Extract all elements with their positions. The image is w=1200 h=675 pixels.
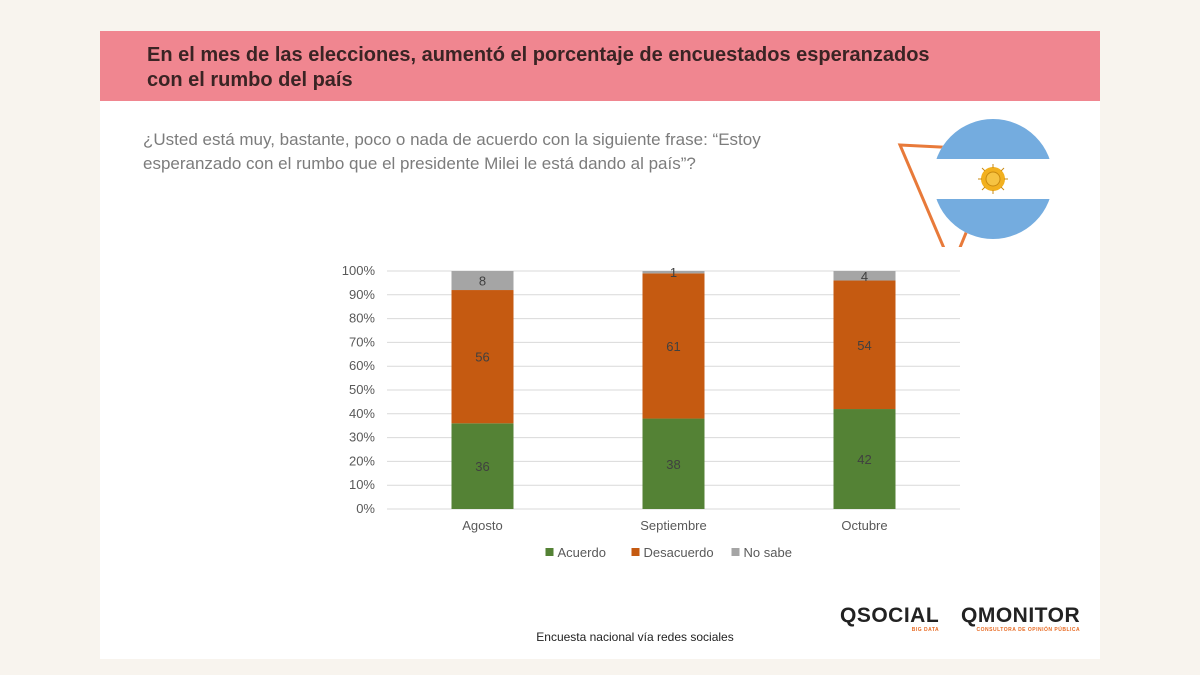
qmonitor-logo-subtitle: CONSULTORA DE OPINIÓN PÚBLICA [976, 627, 1081, 633]
bar-no-sabe [833, 271, 896, 281]
data-label: 1 [670, 265, 677, 280]
legend-swatch [731, 548, 740, 556]
argentina-flag-graphic [897, 117, 1057, 271]
y-tick-label: 40% [349, 406, 375, 421]
y-tick-label: 90% [349, 287, 375, 302]
flag-bottom-stripe [933, 199, 1053, 239]
qsocial-logo-subtitle: BIG DATA [911, 627, 940, 633]
y-tick-label: 60% [349, 358, 375, 373]
data-label: 61 [666, 339, 680, 354]
bar-desacuerdo [451, 290, 514, 424]
bars: 36 56 8 38 61 1 42 54 4 [451, 265, 896, 509]
slide: En el mes de las elecciones, aumentó el … [100, 31, 1100, 659]
bar-desacuerdo [642, 273, 705, 419]
y-tick-label: 80% [349, 311, 375, 326]
data-label: 8 [479, 274, 486, 289]
data-label: 56 [475, 350, 489, 365]
x-tick-label: Septiembre [640, 518, 706, 533]
x-tick-label: Octubre [841, 518, 887, 533]
bar-acuerdo [451, 423, 514, 509]
qsocial-logo-text: QSOCIAL [840, 604, 940, 627]
y-tick-label: 70% [349, 334, 375, 349]
y-tick-label: 30% [349, 430, 375, 445]
slide-title: En el mes de las elecciones, aumentó el … [147, 44, 930, 91]
legend-swatch [545, 548, 554, 556]
qmonitor-logo-text: QMONITOR [961, 604, 1081, 627]
data-label: 4 [861, 269, 868, 284]
flag-top-stripe [933, 119, 1053, 159]
survey-question: ¿Usted está muy, bastante, poco o nada d… [143, 130, 761, 173]
qsocial-logo: QSOCIAL BIG DATA [840, 604, 940, 634]
title-band: En el mes de las elecciones, aumentó el … [100, 31, 1100, 101]
footer-note: Encuesta nacional vía redes sociales [536, 630, 734, 644]
bar-desacuerdo [833, 280, 896, 410]
sun-of-may-icon [978, 164, 1008, 194]
bar-no-sabe [642, 271, 705, 274]
data-label: 38 [666, 457, 680, 472]
y-tick-label: 50% [349, 382, 375, 397]
y-tick-label: 100% [342, 263, 376, 278]
y-axis-ticks: 0% 10% 20% 30% 40% 50% 60% 70% 80% 90% 100% [342, 263, 376, 516]
data-label: 54 [857, 338, 871, 353]
legend: Acuerdo Desacuerdo No sabe [545, 545, 792, 560]
bar-acuerdo [833, 409, 896, 509]
legend-label: No sabe [744, 545, 792, 560]
y-tick-label: 20% [349, 453, 375, 468]
bar-acuerdo [642, 418, 705, 509]
bar-no-sabe [451, 271, 514, 291]
x-tick-label: Agosto [462, 518, 502, 533]
stacked-bar-chart: 0%10%20%30%40%50%60%70%80%90%100% 365683… [342, 263, 960, 560]
legend-swatch [631, 548, 640, 556]
data-label: 36 [475, 459, 489, 474]
legend-label: Acuerdo [558, 545, 606, 560]
y-tick-label: 0% [356, 501, 375, 516]
legend-label: Desacuerdo [644, 545, 714, 560]
qmonitor-logo: QMONITOR CONSULTORA DE OPINIÓN PÚBLICA [961, 604, 1081, 634]
data-label: 42 [857, 452, 871, 467]
y-tick-label: 10% [349, 477, 375, 492]
x-axis-labels: Agosto Septiembre Octubre [462, 518, 887, 533]
